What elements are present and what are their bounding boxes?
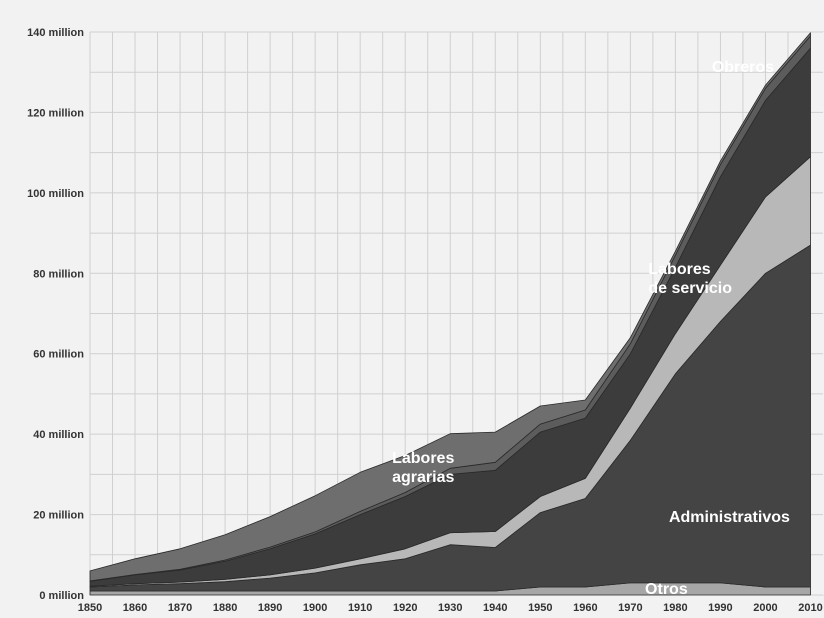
x-tick-label: 1910 xyxy=(348,602,372,614)
x-tick-label: 2000 xyxy=(753,602,777,614)
x-tick-label: 1960 xyxy=(573,602,597,614)
label-obreros: Obreros xyxy=(712,59,774,76)
x-tick-label: 1930 xyxy=(438,602,462,614)
x-tick-label: 1880 xyxy=(213,602,237,614)
x-tick-label: 1850 xyxy=(78,602,102,614)
label-labores-de-servicio: de servicio xyxy=(648,280,732,297)
x-tick-label: 1970 xyxy=(618,602,642,614)
label-otros: Otros xyxy=(645,581,688,598)
x-tick-label: 1900 xyxy=(303,602,327,614)
area-labores-agrarias xyxy=(89,32,811,582)
label-labores-agrarias: agrarias xyxy=(392,469,454,486)
label-labores-de-servicio: Labores xyxy=(648,261,710,278)
x-tick-label: 2010 xyxy=(798,602,822,614)
x-axis-tick-labels: 1850 1860 1870 1880 1890 1900 1910 1920 1930 1940… xyxy=(78,602,823,614)
y-tick-label: 40 million xyxy=(33,429,84,441)
label-administrativos: Administrativos xyxy=(669,509,790,526)
y-tick-label: 100 million xyxy=(27,188,84,200)
y-axis-tick-labels: 0 million 20 million 40 million 60 million 8… xyxy=(27,27,84,602)
area-labels: Labores agrarias Labores de servicio Obreros… xyxy=(392,59,790,598)
y-tick-label: 80 million xyxy=(33,268,84,280)
x-tick-label: 1940 xyxy=(483,602,507,614)
x-tick-label: 1990 xyxy=(708,602,732,614)
x-tick-label: 1890 xyxy=(258,602,282,614)
y-tick-label: 20 million xyxy=(33,510,84,522)
x-tick-label: 1870 xyxy=(168,602,192,614)
y-tick-label: 0 million xyxy=(39,590,84,602)
y-tick-label: 60 million xyxy=(33,349,84,361)
x-tick-label: 1920 xyxy=(393,602,417,614)
x-tick-label: 1980 xyxy=(663,602,687,614)
x-tick-label: 1860 xyxy=(123,602,147,614)
y-tick-label: 120 million xyxy=(27,107,84,119)
x-tick-label: 1950 xyxy=(528,602,552,614)
y-tick-label: 140 million xyxy=(27,27,84,39)
label-labores-agrarias: Labores xyxy=(392,450,454,467)
